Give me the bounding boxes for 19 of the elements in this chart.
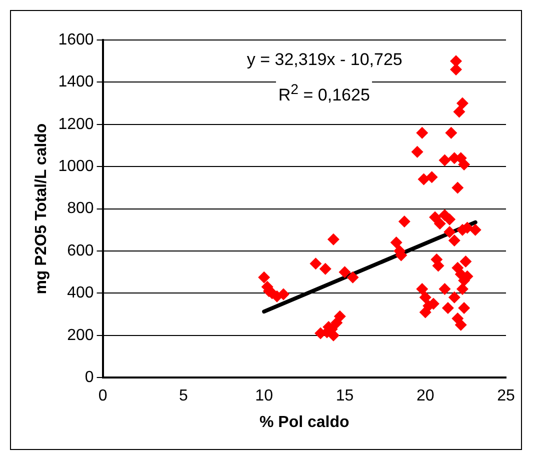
- x-tick-label: 5: [178, 388, 188, 405]
- y-tick-label: 1600: [58, 31, 94, 48]
- y-tick-label: 1200: [58, 116, 94, 133]
- x-tick-label: 15: [336, 388, 354, 405]
- y-tick-label: 600: [67, 242, 94, 260]
- x-tick-label: 0: [98, 388, 108, 405]
- x-tick-label: 20: [416, 388, 434, 405]
- y-tick-label: 800: [67, 200, 94, 218]
- x-axis-title: % Pol caldo: [260, 414, 350, 431]
- y-tick-label: 1000: [58, 158, 94, 176]
- x-tick-label: 25: [497, 388, 515, 405]
- annotation: y = 32,319x - 10,725: [244, 50, 404, 70]
- y-tick-label: 400: [67, 284, 94, 302]
- x-tick-label: 10: [255, 388, 274, 405]
- y-tick-label: 1400: [58, 74, 94, 91]
- annotation: R$^{2}$ = 0,1625: [276, 80, 372, 106]
- y-tick-label: 200: [67, 326, 94, 344]
- y-tick-label: 0: [84, 369, 94, 386]
- y-axis-title: mg P2O5 Total/L caldo: [33, 123, 50, 294]
